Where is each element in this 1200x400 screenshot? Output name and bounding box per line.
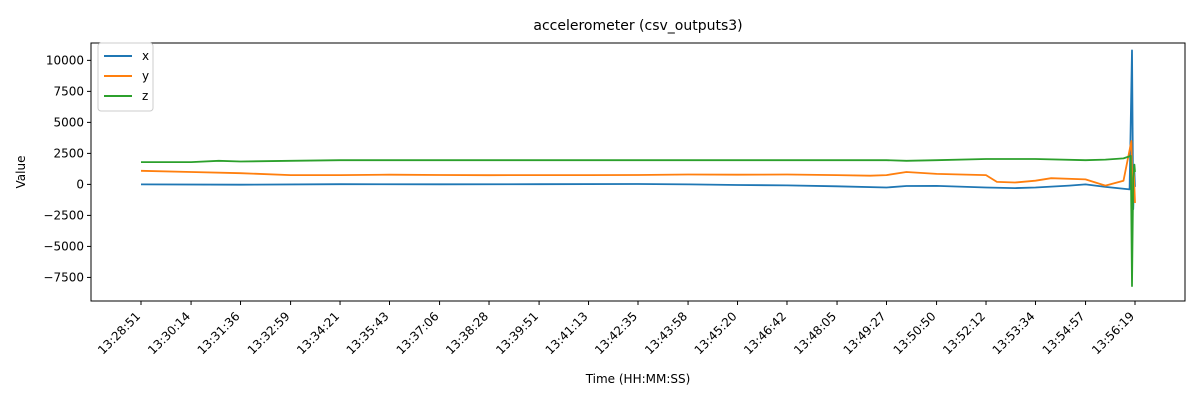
x-axis-label: Time (HH:MM:SS) bbox=[585, 372, 691, 386]
plot-area bbox=[90, 42, 1186, 302]
y-axis-label: Value bbox=[14, 156, 28, 189]
y-axis: −7500 −5000 −2500 0 2500 5000 7500 10000 bbox=[43, 53, 91, 284]
legend-label-z: z bbox=[142, 89, 148, 103]
y-tick-label: 0 bbox=[76, 177, 84, 191]
y-tick-label: 2500 bbox=[53, 146, 84, 160]
legend-label-x: x bbox=[142, 49, 149, 63]
y-tick-label: 5000 bbox=[53, 115, 84, 129]
y-tick-label: −7500 bbox=[43, 270, 84, 284]
series-layer bbox=[140, 49, 1136, 287]
y-tick-label: −2500 bbox=[43, 208, 84, 222]
series-line-z bbox=[141, 155, 1136, 287]
chart-title: accelerometer (csv_outputs3) bbox=[533, 18, 742, 34]
y-tick-label: 10000 bbox=[46, 53, 84, 67]
series-line-y bbox=[140, 140, 1136, 204]
y-tick-label: −5000 bbox=[43, 239, 84, 253]
legend-label-y: y bbox=[142, 69, 149, 83]
y-tick-label: 7500 bbox=[53, 84, 84, 98]
legend: xyz bbox=[97, 42, 154, 112]
